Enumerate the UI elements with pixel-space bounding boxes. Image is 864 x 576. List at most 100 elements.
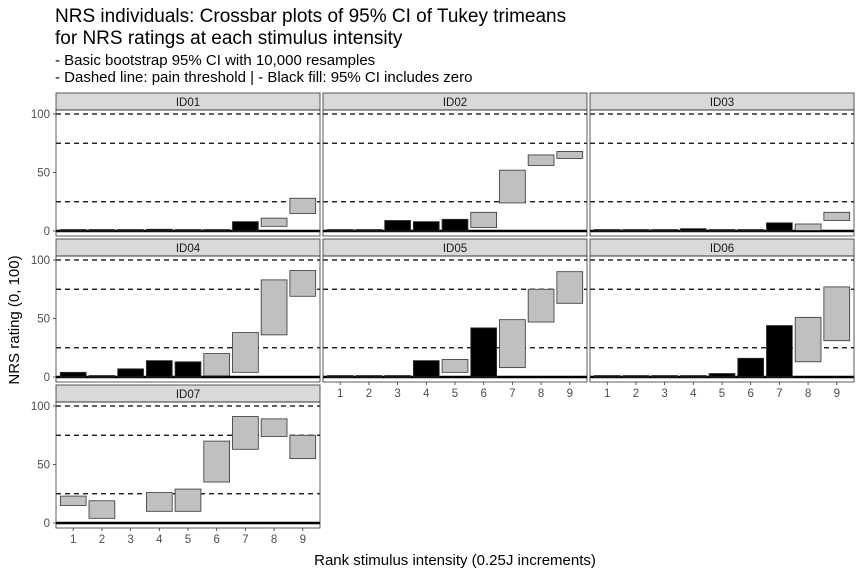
- crossbar: [679, 375, 707, 378]
- crossbar: [88, 229, 116, 232]
- chart-title-line: NRS individuals: Crossbar plots of 95% C…: [55, 6, 567, 27]
- crossbar: [355, 229, 383, 232]
- chart-subtitle-line: - Dashed line: pain threshold | - Black …: [55, 69, 473, 86]
- x-tick-label: 1: [70, 534, 76, 546]
- panel-id06: ID06 1 2 3 4 5 6 7 8 9: [589, 238, 855, 400]
- crossbar: [203, 229, 231, 232]
- facet-strip-label: ID07: [176, 389, 200, 401]
- crossbar: [145, 492, 173, 512]
- x-tick-label: 9: [834, 388, 840, 400]
- crossbar: [260, 217, 288, 227]
- crossbar: [174, 229, 202, 232]
- x-tick-label: 8: [538, 388, 544, 400]
- crossbar: [384, 220, 411, 232]
- x-tick-label: 9: [567, 388, 573, 400]
- crossbar: [593, 229, 621, 232]
- y-tick-label: 50: [37, 314, 50, 326]
- x-tick-label: 6: [213, 534, 219, 546]
- x-tick-label: 3: [127, 534, 133, 546]
- x-tick-label: 3: [394, 388, 400, 400]
- facet-strip-label: ID05: [443, 243, 467, 255]
- x-tick-label: 1: [604, 388, 610, 400]
- panel-border: [55, 255, 321, 383]
- crossbar: [527, 288, 555, 323]
- facet-strip-label: ID04: [176, 243, 201, 255]
- crossbar: [441, 359, 469, 373]
- y-axis-label: NRS rating (0, 100): [6, 255, 23, 384]
- crossbar: [59, 495, 87, 506]
- chart-subtitle-line: - Basic bootstrap 95% CI with 10,000 res…: [55, 52, 376, 69]
- y-tick-label: 50: [37, 460, 50, 472]
- crossbar: [145, 228, 173, 232]
- crossbar: [232, 332, 259, 373]
- crossbar: [174, 361, 202, 378]
- y-tick-label: 100: [31, 109, 50, 121]
- x-tick-label: 4: [423, 388, 430, 400]
- y-tick-label: 0: [44, 518, 50, 530]
- panel-border: [55, 109, 321, 237]
- panel-id04: ID04 0 50 100: [31, 238, 321, 384]
- x-tick-label: 7: [242, 534, 248, 546]
- crossbar: [737, 357, 765, 378]
- x-tick-label: 8: [271, 534, 277, 546]
- crossbar: [556, 151, 584, 159]
- panel-id07: ID07 0 50 100 1 2 3 4 5 6 7 8 9: [31, 384, 321, 546]
- facet-strip-label: ID01: [176, 97, 200, 109]
- chart-title-line: for NRS ratings at each stimulus intensi…: [55, 28, 403, 49]
- crossbar: [470, 327, 498, 378]
- panel-id02: ID02: [322, 92, 588, 237]
- crossbar: [59, 371, 87, 378]
- crossbar: [326, 375, 354, 378]
- crossbar: [88, 500, 116, 519]
- crossbar: [737, 229, 765, 232]
- crossbar: [622, 229, 650, 232]
- crossbar: [823, 211, 851, 221]
- panel-id05: ID05 1 2 3 4 5 6 7 8 9: [322, 238, 588, 400]
- y-tick-label: 50: [37, 168, 50, 180]
- crossbar: [499, 319, 526, 369]
- crossbar: [593, 375, 621, 378]
- crossbar: [203, 440, 231, 483]
- crossbar: [708, 373, 736, 378]
- crossbar: [556, 271, 584, 304]
- x-tick-label: 2: [633, 388, 639, 400]
- x-tick-label: 3: [661, 388, 667, 400]
- crossbar: [232, 221, 259, 232]
- x-tick-label: 1: [337, 388, 343, 400]
- crossbar: [289, 197, 317, 214]
- crossbar: [384, 375, 411, 378]
- chart-title: NRS individuals: Crossbar plots of 95% C…: [55, 6, 566, 50]
- crossbar: [355, 375, 383, 378]
- crossbar: [823, 286, 851, 342]
- x-tick-label: 5: [719, 388, 725, 400]
- crossbar: [794, 316, 822, 363]
- crossbar: [679, 228, 707, 232]
- y-tick-label: 0: [44, 226, 50, 238]
- crossbar: [766, 325, 793, 378]
- x-tick-label: 9: [300, 534, 306, 546]
- x-tick-label: 6: [480, 388, 486, 400]
- facet-strip-label: ID02: [443, 97, 467, 109]
- crossbar: [499, 169, 526, 204]
- x-tick-label: 6: [747, 388, 753, 400]
- panel-border: [322, 109, 588, 237]
- facet-strip-label: ID03: [710, 97, 734, 109]
- crossbar: [794, 223, 822, 231]
- x-tick-label: 8: [805, 388, 811, 400]
- x-tick-label: 5: [185, 534, 191, 546]
- crossbar: [88, 375, 116, 378]
- crossbar: [174, 488, 202, 512]
- panel-id01: ID01 0 50 100: [31, 92, 321, 238]
- crossbar: [441, 218, 469, 232]
- x-tick-label: 4: [690, 388, 697, 400]
- x-tick-label: 7: [509, 388, 515, 400]
- x-tick-label: 2: [366, 388, 372, 400]
- crossbar: [326, 229, 354, 232]
- crossbar: [260, 279, 288, 336]
- facet-strip-label: ID06: [710, 243, 734, 255]
- crossbar: [622, 375, 650, 378]
- crossbar: [289, 434, 317, 460]
- crossbar: [708, 229, 736, 232]
